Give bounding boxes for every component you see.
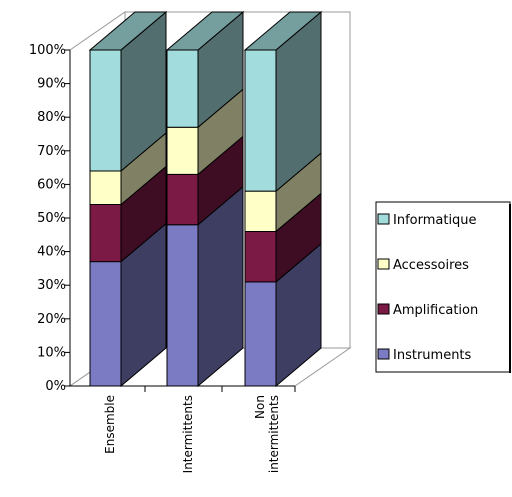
bar-segment-amplification-front	[244, 230, 277, 283]
bar-segment-amplification-front	[89, 204, 122, 263]
bar-top-non-intermittents	[243, 11, 323, 51]
legend-swatch-amplification	[377, 303, 390, 315]
bar-stack-intermittents	[165, 10, 245, 388]
bar-segment-accessoires-front	[89, 170, 122, 206]
legend-swatch-accessoires	[377, 258, 390, 270]
bar-segment-instruments-front	[244, 281, 277, 387]
x-category-label: Intermittents	[181, 395, 195, 473]
legend-label-amplification: Amplification	[393, 303, 478, 318]
bar-top-ensemble	[88, 11, 168, 51]
legend-label-instruments: Instruments	[393, 348, 472, 363]
y-tick-label: 20%	[37, 312, 66, 327]
y-tick-label: 0%	[45, 379, 66, 394]
bars	[88, 10, 323, 388]
y-tick-label: 90%	[37, 77, 66, 92]
x-category-label-line: intermittents	[267, 395, 281, 473]
bar-segment-instruments-front	[166, 224, 199, 387]
x-category-label-line: Non	[253, 395, 267, 419]
x-category-label-line: Ensemble	[103, 395, 117, 454]
y-axis: 0% 10% 20% 30% 40% 50% 60% 70% 80% 90% 100%	[29, 43, 71, 394]
y-tick-label: 60%	[37, 177, 66, 192]
bar-stack-ensemble	[88, 10, 168, 388]
bar-segment-informatique-front	[89, 49, 122, 172]
y-tick-label: 100%	[29, 43, 66, 58]
bar-segment-amplification-front	[166, 173, 199, 226]
y-tick-label: 50%	[37, 211, 66, 226]
y-tick-label: 40%	[37, 245, 66, 260]
y-tick-label: 30%	[37, 278, 66, 293]
legend-swatch-informatique	[377, 213, 390, 225]
bar-segment-accessoires-front	[244, 190, 277, 232]
y-tick-label: 70%	[37, 144, 66, 159]
legend: Informatique Accessoires Amplification Inst…	[375, 201, 511, 373]
legend-swatch-instruments	[377, 348, 390, 360]
bar-segment-informatique-front	[244, 49, 277, 192]
legend-box	[375, 201, 511, 373]
legend-label-informatique: Informatique	[393, 213, 477, 228]
x-category-label: Nonintermittents	[253, 395, 281, 473]
bar-stack-non-intermittents	[243, 10, 323, 388]
x-category-label: Ensemble	[103, 395, 117, 454]
bar-segment-instruments-front	[89, 261, 122, 387]
x-category-label-line: Intermittents	[181, 395, 195, 473]
bar-segment-informatique-front	[166, 49, 199, 128]
legend-label-accessoires: Accessoires	[393, 258, 469, 273]
bar-top-intermittents	[165, 11, 245, 51]
y-tick-label: 80%	[37, 110, 66, 125]
bar-segment-accessoires-front	[166, 126, 199, 175]
y-tick-label: 10%	[37, 345, 66, 360]
x-axis: Ensemble Intermittents Nonintermittents	[70, 385, 296, 473]
